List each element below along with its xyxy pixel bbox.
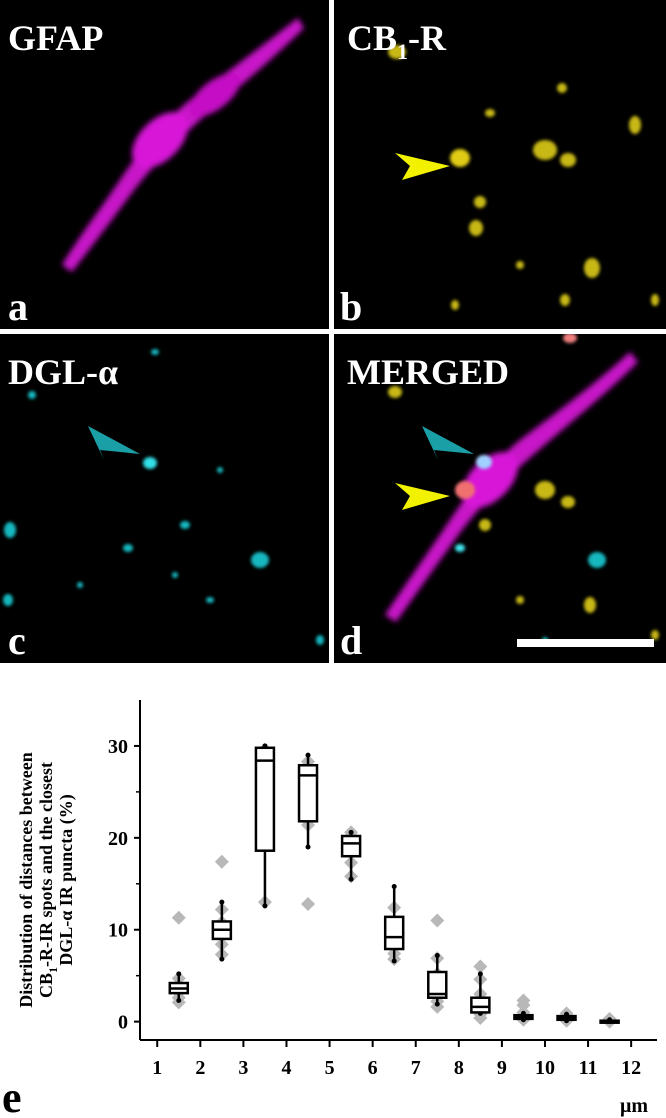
ylabel-line-3: DGL-α IR puncta (%) bbox=[56, 794, 77, 966]
y-tick-label: 30 bbox=[108, 736, 128, 758]
gfap-filament bbox=[62, 18, 304, 272]
panel-d: MERGED d bbox=[334, 334, 666, 663]
whisker-end-high bbox=[219, 899, 225, 905]
panel-d-letter: d bbox=[340, 618, 362, 663]
box bbox=[340, 834, 362, 858]
panel-b-letter: b bbox=[340, 284, 362, 329]
cb1r-puncta bbox=[388, 45, 659, 310]
panel-b: CB1-R b bbox=[334, 0, 666, 329]
data-point bbox=[430, 913, 445, 928]
x-tick-label: 11 bbox=[579, 1057, 598, 1079]
data-point bbox=[171, 910, 186, 925]
x-tick-label: 5 bbox=[325, 1057, 335, 1079]
whisker-end-low bbox=[434, 1001, 440, 1007]
x-tick-label: 6 bbox=[368, 1057, 378, 1079]
whisker-end-high bbox=[477, 971, 483, 977]
box bbox=[470, 996, 491, 1014]
merged-teal-arrowhead bbox=[422, 426, 474, 460]
panel-a: GFAP a bbox=[0, 0, 329, 329]
whisker-end-high bbox=[434, 952, 440, 958]
x-tick-label: 3 bbox=[238, 1057, 248, 1079]
panel-e-chart: Distribution of distances between CB1-R-… bbox=[2, 700, 657, 1118]
whisker-end-low bbox=[176, 997, 182, 1003]
x-tick-label: 9 bbox=[497, 1057, 507, 1079]
x-tick-label: 2 bbox=[195, 1057, 205, 1079]
data-point bbox=[301, 897, 316, 911]
whisker-end-high bbox=[391, 884, 397, 890]
y-tick-label: 0 bbox=[118, 1012, 128, 1034]
merged-yellow-arrowhead bbox=[395, 483, 450, 510]
whisker-end-low bbox=[391, 958, 397, 964]
panel-e-letter: e bbox=[2, 1073, 22, 1118]
y-tick-label: 10 bbox=[108, 920, 128, 942]
data-point bbox=[430, 999, 445, 1014]
panel-d-title: MERGED bbox=[347, 352, 509, 392]
ylabel-line-1: Distribution of distances between bbox=[16, 752, 36, 1008]
merged-gfap-filament bbox=[385, 352, 638, 622]
x-tick-label: 10 bbox=[535, 1057, 555, 1079]
whisker-end-high bbox=[176, 971, 182, 977]
panel-c-letter: c bbox=[8, 618, 26, 663]
x-tick-label: 12 bbox=[621, 1057, 641, 1079]
ylabel-line-2: CB1-R-IR spots and the closest bbox=[36, 762, 60, 998]
scale-bar bbox=[517, 639, 654, 647]
data-point bbox=[516, 998, 531, 1013]
data-point bbox=[214, 854, 229, 869]
data-point bbox=[473, 959, 488, 974]
panel-a-title: GFAP bbox=[8, 18, 103, 58]
box bbox=[383, 915, 405, 951]
x-tick-label: 8 bbox=[454, 1057, 464, 1079]
whisker-end-low bbox=[305, 844, 311, 850]
x-unit-label: μm bbox=[620, 1095, 648, 1117]
panel-c: DGL-α c bbox=[0, 334, 329, 663]
y-tick-label: 20 bbox=[108, 828, 128, 850]
panel-a-letter: a bbox=[8, 284, 28, 329]
whisker-end-low bbox=[219, 956, 225, 962]
dgl-arrowhead bbox=[88, 426, 140, 460]
x-tick-label: 4 bbox=[281, 1057, 291, 1079]
data-point bbox=[473, 1010, 488, 1025]
whisker-end-low bbox=[348, 876, 354, 882]
chart-ylabel: Distribution of distances between CB1-R-… bbox=[16, 752, 77, 1008]
whisker-end-high bbox=[348, 829, 354, 835]
x-tick-label: 7 bbox=[411, 1057, 421, 1079]
box bbox=[297, 763, 319, 823]
whisker-end-low bbox=[262, 903, 268, 909]
cb1r-arrowhead bbox=[395, 153, 450, 180]
merged-puncta bbox=[388, 334, 659, 643]
box bbox=[254, 746, 276, 852]
box bbox=[427, 970, 448, 999]
panel-b-title: CB1-R bbox=[347, 18, 447, 64]
x-tick-label: 1 bbox=[152, 1057, 162, 1079]
dgl-puncta bbox=[3, 349, 324, 645]
panel-c-title: DGL-α bbox=[8, 352, 118, 392]
whisker-end-high bbox=[305, 752, 311, 758]
